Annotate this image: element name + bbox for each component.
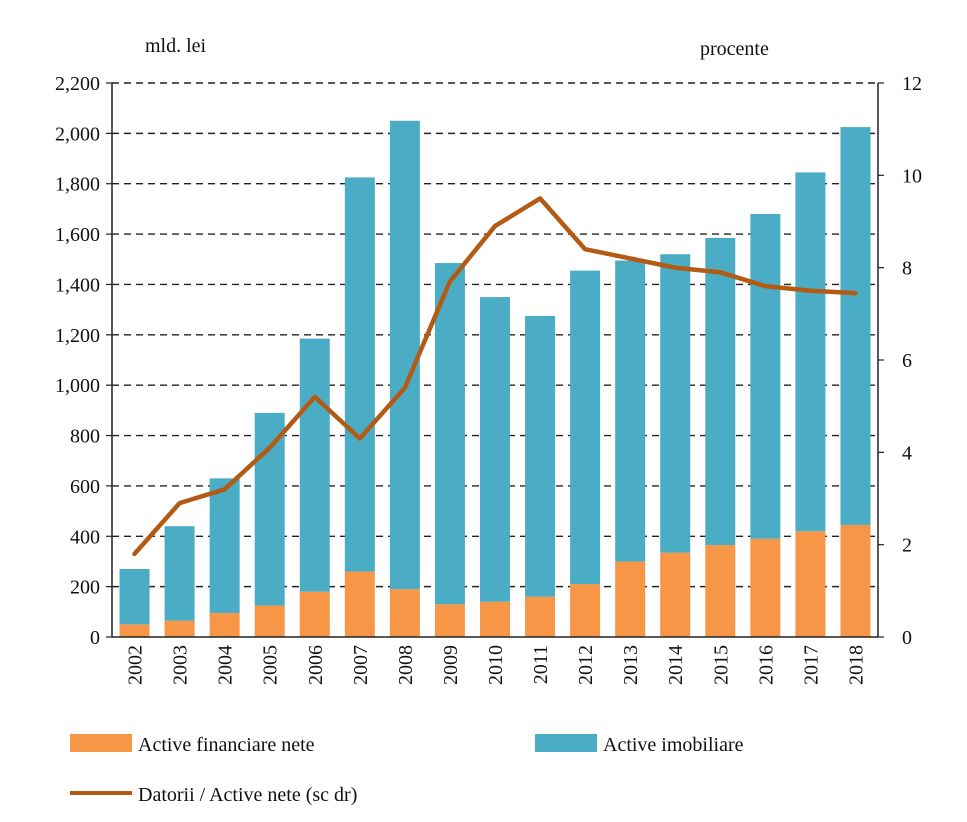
left-axis-tick-label: 1,400 xyxy=(55,274,100,296)
grid-layer xyxy=(112,82,878,588)
bar-active-imobiliare xyxy=(434,263,465,605)
bar-active-financiare-nete xyxy=(660,552,691,637)
bar-active-imobiliare xyxy=(615,260,646,562)
x-axis-tick-label: 2003 xyxy=(170,645,192,685)
bar-active-financiare-nete xyxy=(840,524,871,637)
bar-active-imobiliare xyxy=(525,315,556,597)
bar-active-imobiliare xyxy=(389,120,420,590)
x-axis-tick-label: 2013 xyxy=(620,645,642,685)
bar-active-financiare-nete xyxy=(480,601,510,637)
right-axis-tick-label: 12 xyxy=(902,73,922,95)
bar-active-imobiliare xyxy=(164,526,195,621)
legend-label-datorii: Datorii / Active nete (sc dr) xyxy=(138,784,357,806)
x-axis-tick-label: 2005 xyxy=(260,645,282,685)
left-axis-tick-label: 400 xyxy=(70,526,100,548)
left-axis-tick-label: 2,200 xyxy=(55,73,100,95)
right-axis-tick-label: 4 xyxy=(902,442,912,464)
bars-layer xyxy=(119,120,871,637)
left-axis-tick-label: 1,200 xyxy=(55,325,100,347)
legend-swatch-active-imobiliare xyxy=(535,734,597,752)
bar-active-financiare-nete xyxy=(750,538,781,637)
legend-label-active-financiare: Active financiare nete xyxy=(138,734,315,756)
bar-active-imobiliare xyxy=(705,237,736,546)
left-axis-tick-label: 1,600 xyxy=(55,224,100,246)
legend: Active financiare nete Active imobiliare… xyxy=(70,734,744,806)
bar-active-imobiliare xyxy=(750,213,781,539)
x-axis-tick-label: 2015 xyxy=(710,645,732,685)
bar-active-financiare-nete xyxy=(209,613,240,637)
bar-active-imobiliare xyxy=(480,297,510,602)
x-axis-tick-label: 2012 xyxy=(575,645,597,685)
right-axis-tick-label: 2 xyxy=(902,535,912,557)
x-axis-tick-label: 2006 xyxy=(305,645,327,685)
bar-active-financiare-nete xyxy=(570,584,601,637)
legend-label-active-imobiliare: Active imobiliare xyxy=(603,734,744,756)
bar-active-imobiliare xyxy=(840,127,871,525)
legend-swatch-active-financiare xyxy=(70,734,132,752)
x-axis-tick-label: 2004 xyxy=(215,645,237,685)
bar-active-financiare-nete xyxy=(525,596,556,637)
left-axis-tick-label: 1,800 xyxy=(55,174,100,196)
left-axis-tick-label: 0 xyxy=(90,627,100,649)
line-layer xyxy=(132,196,858,557)
right-axis-tick-label: 0 xyxy=(902,627,912,649)
right-axis-tick-label: 10 xyxy=(902,165,922,187)
bar-active-financiare-nete xyxy=(615,561,646,637)
x-axis-tick-label: 2002 xyxy=(125,645,147,685)
x-axis-tick-label: 2016 xyxy=(755,645,777,685)
x-axis-tick-label: 2018 xyxy=(845,645,867,685)
bar-active-imobiliare xyxy=(119,569,150,625)
bar-active-financiare-nete xyxy=(344,571,375,637)
bar-active-financiare-nete xyxy=(795,531,826,637)
bar-active-financiare-nete xyxy=(299,591,330,637)
left-axis-tick-label: 800 xyxy=(70,426,100,448)
bar-active-financiare-nete xyxy=(434,604,465,637)
bar-active-financiare-nete xyxy=(389,589,420,637)
bar-active-financiare-nete xyxy=(119,624,150,637)
bar-active-imobiliare xyxy=(209,478,240,614)
x-axis-tick-label: 2011 xyxy=(530,645,552,684)
left-axis-tick-label: 1,000 xyxy=(55,375,100,397)
right-axis-tick-label: 8 xyxy=(902,258,912,280)
x-axis-tick-label: 2010 xyxy=(485,645,507,685)
axes-layer: 0 200 400 600 800 1,000 1,200 1,400 1,600 1,800 2,… xyxy=(55,73,922,685)
x-axis-tick-label: 2009 xyxy=(440,645,462,685)
bar-active-imobiliare xyxy=(660,254,691,553)
bar-active-imobiliare xyxy=(795,172,826,532)
left-axis-tick-label: 200 xyxy=(70,577,100,599)
right-axis-tick-label: 6 xyxy=(902,350,912,372)
right-axis-unit: procente xyxy=(700,38,769,60)
left-axis-tick-label: 2,000 xyxy=(55,123,100,145)
line-datorii-active-nete xyxy=(132,196,858,557)
left-axis-unit: mld. lei xyxy=(145,35,207,57)
bar-active-financiare-nete xyxy=(164,620,195,637)
bar-active-imobiliare xyxy=(299,338,330,592)
left-axis-tick-label: 600 xyxy=(70,476,100,498)
bar-active-imobiliare xyxy=(254,412,285,606)
x-axis-tick-label: 2017 xyxy=(800,645,822,685)
x-axis-tick-label: 2014 xyxy=(665,645,687,685)
bar-active-imobiliare xyxy=(344,177,375,572)
bar-active-imobiliare xyxy=(570,270,601,585)
bar-active-financiare-nete xyxy=(254,605,285,637)
bar-active-financiare-nete xyxy=(705,545,736,637)
x-axis-tick-label: 2008 xyxy=(395,645,417,685)
x-axis-tick-label: 2007 xyxy=(350,645,372,685)
